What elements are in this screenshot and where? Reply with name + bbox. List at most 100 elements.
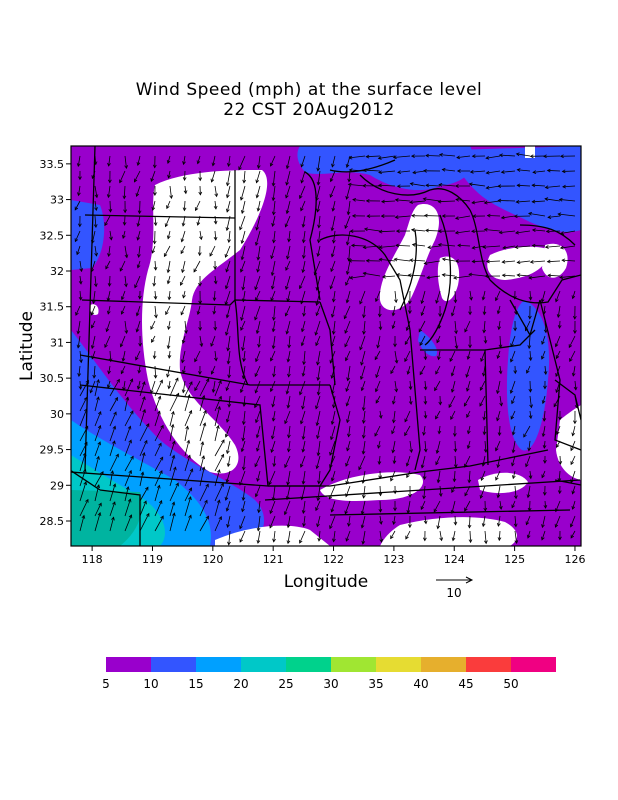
wind-vector-head-icon <box>96 396 100 401</box>
x-tick-label: 126 <box>564 553 585 566</box>
wind-vector <box>169 483 179 502</box>
wind-vector-head-icon <box>240 240 245 245</box>
wind-vector-head-icon <box>393 257 398 262</box>
map-fill-layer <box>71 146 581 546</box>
wind-vector <box>124 320 128 334</box>
wind-vector <box>124 439 132 457</box>
wind-vector <box>301 170 306 183</box>
wind-vector-head-icon <box>185 425 190 430</box>
wind-vector <box>332 200 336 211</box>
wind-vector-head-icon <box>483 227 488 232</box>
wind-vector <box>451 305 456 316</box>
wind-vector-head-icon <box>241 286 246 291</box>
wind-vector-head-icon <box>152 240 157 245</box>
wind-vector-head-icon <box>454 330 458 335</box>
wind-vector <box>270 155 276 167</box>
wind-vector-head-icon <box>287 373 291 378</box>
colorbar-swatch <box>106 657 151 672</box>
wind-vector-head-icon <box>483 339 488 344</box>
wind-vector <box>425 230 441 232</box>
wind-vector-head-icon <box>314 331 319 336</box>
wind-vector <box>119 260 126 272</box>
wind-vector <box>165 215 171 227</box>
wind-vector <box>482 515 486 527</box>
wind-vector-head-icon <box>378 475 383 480</box>
wind-vector-head-icon <box>194 387 198 392</box>
wind-vector <box>451 365 456 376</box>
wind-vector <box>541 290 546 302</box>
wind-vector-head-icon <box>153 222 158 227</box>
wind-vector-head-icon <box>456 155 461 160</box>
wind-vector <box>227 335 231 351</box>
colorbar-label: 10 <box>143 677 158 691</box>
wind-vector-head-icon <box>196 221 201 226</box>
wind-vector <box>331 305 336 318</box>
wind-vector-head-icon <box>136 236 141 241</box>
wind-vector <box>163 245 171 257</box>
wind-vector <box>301 320 306 332</box>
wind-vector <box>270 245 276 259</box>
wind-vector <box>318 230 321 243</box>
wind-vector-head-icon <box>112 483 117 488</box>
wind-vector-head-icon <box>93 161 98 166</box>
wind-vector <box>91 335 96 349</box>
wind-vector-head-icon <box>135 328 140 333</box>
wind-vector <box>510 380 516 394</box>
wind-vector-head-icon <box>271 328 276 333</box>
wind-vector-head-icon <box>142 381 146 386</box>
wind-vector <box>284 455 291 468</box>
wind-vector-head-icon <box>345 357 349 362</box>
wind-vector-head-icon <box>516 260 521 265</box>
wind-vector-head-icon <box>391 449 396 454</box>
wind-vector-head-icon <box>271 211 276 216</box>
wind-vector-head-icon <box>363 227 368 232</box>
wind-vector <box>435 455 441 465</box>
wind-vector <box>360 350 366 366</box>
wind-vector <box>333 395 336 408</box>
wind-vector-head-icon <box>255 419 259 424</box>
wind-vector-head-icon <box>97 511 102 516</box>
wind-vector-head-icon <box>110 470 115 475</box>
wind-vector <box>406 470 411 478</box>
wind-vector <box>182 365 186 374</box>
wind-vector-head-icon <box>468 344 472 349</box>
wind-vector <box>284 410 291 424</box>
wind-vector-head-icon <box>516 168 521 172</box>
wind-vector-head-icon <box>202 422 207 427</box>
wind-vector-head-icon <box>128 439 132 444</box>
wind-vector <box>393 410 396 423</box>
wind-vector-head-icon <box>438 493 443 497</box>
wind-vector-head-icon <box>422 476 427 481</box>
wind-vector-head-icon <box>437 325 442 330</box>
wind-vector <box>124 397 129 412</box>
wind-vector <box>472 260 486 262</box>
wind-vector <box>242 335 246 351</box>
wind-vector-head-icon <box>140 471 145 476</box>
wind-vector <box>559 275 576 278</box>
wind-vector <box>136 320 141 332</box>
wind-vector-head-icon <box>116 378 120 383</box>
wind-vector-head-icon <box>201 455 206 460</box>
wind-vector-head-icon <box>345 493 349 498</box>
wind-vector <box>407 365 411 375</box>
wind-vector <box>135 350 141 361</box>
wind-vector-head-icon <box>225 268 229 273</box>
wind-vector <box>511 455 516 466</box>
wind-vector-head-icon <box>179 281 184 286</box>
wind-vector-head-icon <box>562 184 566 189</box>
wind-vector-head-icon <box>167 326 171 331</box>
wind-vector-head-icon <box>347 182 352 187</box>
wind-vector-head-icon <box>423 356 428 361</box>
wind-vector <box>548 215 561 218</box>
wind-vector <box>286 485 291 500</box>
wind-vector-head-icon <box>483 507 488 512</box>
wind-vector-head-icon <box>360 524 365 529</box>
wind-vector-head-icon <box>541 524 545 529</box>
wind-vector-head-icon <box>106 297 111 302</box>
wind-vector <box>299 185 306 199</box>
wind-vector <box>154 215 157 226</box>
wind-vector-head-icon <box>554 343 559 348</box>
wind-vector <box>109 483 116 502</box>
wind-vector <box>299 530 306 544</box>
wind-vector-head-icon <box>556 444 560 448</box>
